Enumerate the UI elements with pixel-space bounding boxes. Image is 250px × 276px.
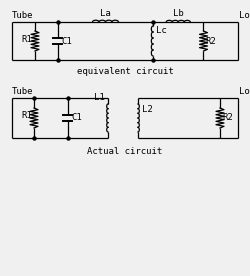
Text: L1: L1 xyxy=(94,93,104,102)
Text: C1: C1 xyxy=(61,36,72,46)
Text: R2: R2 xyxy=(205,36,216,46)
Text: Load: Load xyxy=(238,87,250,96)
Text: Lb: Lb xyxy=(172,9,183,18)
Text: Tube: Tube xyxy=(12,11,33,20)
Text: Load: Load xyxy=(238,11,250,20)
Text: R1: R1 xyxy=(21,112,32,121)
Text: Tube: Tube xyxy=(12,87,33,96)
Text: L2: L2 xyxy=(142,105,152,114)
Text: Actual circuit: Actual circuit xyxy=(87,147,162,155)
Text: La: La xyxy=(100,9,110,18)
Text: R2: R2 xyxy=(221,113,232,123)
Text: Lc: Lc xyxy=(156,26,166,35)
Text: C1: C1 xyxy=(71,113,82,123)
Text: equivalent circuit: equivalent circuit xyxy=(76,68,173,76)
Text: R1: R1 xyxy=(21,34,32,44)
